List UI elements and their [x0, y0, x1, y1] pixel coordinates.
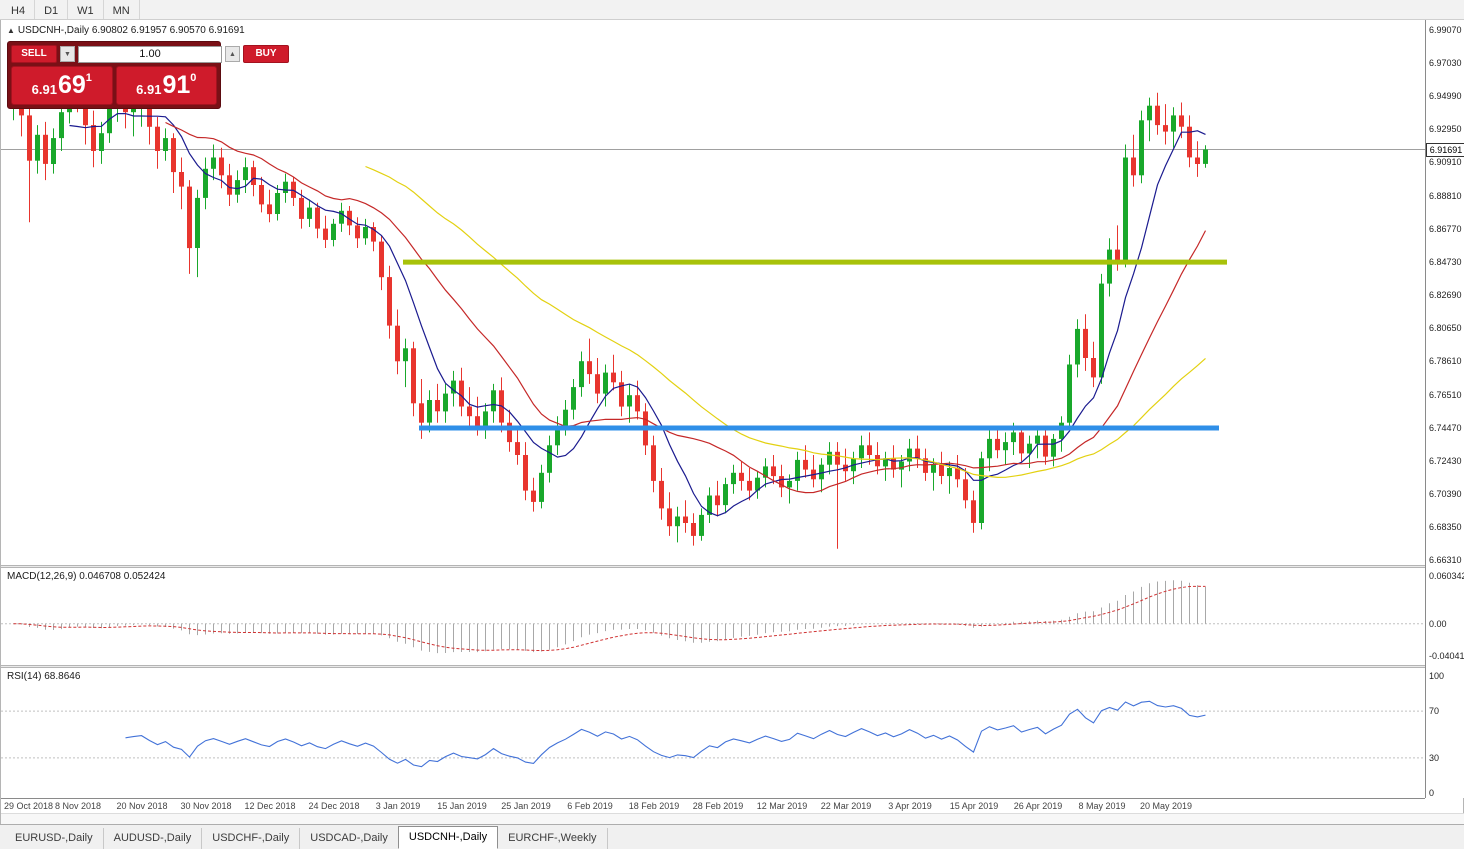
time-axis[interactable]: 29 Oct 2018 8 Nov 2018 20 Nov 2018 30 Nov 2…: [1, 798, 1425, 813]
price-axis[interactable]: 6.99070 6.97030 6.94990 6.92950 6.90910 6.888…: [1425, 20, 1464, 798]
price-axis-label: 6.88810: [1429, 191, 1462, 202]
price-axis-label: 6.94990: [1429, 91, 1462, 102]
date-axis-label: 20 Nov 2018: [116, 801, 168, 811]
timeframe-button-h4[interactable]: H4: [2, 0, 36, 19]
date-axis-label: 3 Apr 2019: [888, 801, 932, 811]
timeframe-button-mn[interactable]: MN: [104, 0, 140, 19]
price-axis-label: 6.78610: [1429, 356, 1462, 367]
date-axis-label: 12 Dec 2018: [244, 801, 296, 811]
date-axis-label: 29 Oct 2018: [4, 801, 54, 811]
pane-divider-rsi[interactable]: [1, 665, 1464, 668]
date-axis-label: 15 Jan 2019: [437, 801, 487, 811]
chart-tab-eurchf-weekly[interactable]: EURCHF-,Weekly: [498, 828, 608, 849]
pane-divider-macd[interactable]: [1, 565, 1464, 568]
date-axis-label: 8 May 2019: [1078, 801, 1126, 811]
timeframe-button-d1[interactable]: D1: [35, 0, 69, 19]
chart-tabbar: EURUSD-,Daily AUDUSD-,Daily USDCHF-,Daily U…: [0, 824, 1464, 849]
date-axis-label: 26 Apr 2019: [1013, 801, 1063, 811]
chart-title: ▲ USDCNH-,Daily 6.90802 6.91957 6.90570 6…: [7, 25, 245, 36]
price-axis-label: 6.86770: [1429, 224, 1462, 235]
rsi-chart: [1, 700, 1425, 768]
date-axis-label: 20 May 2019: [1139, 801, 1193, 811]
timeframe-button-w1[interactable]: W1: [68, 0, 104, 19]
price-axis-label: 6.66310: [1429, 554, 1462, 565]
date-axis-label: 8 Nov 2018: [54, 801, 102, 811]
date-axis-label: 30 Nov 2018: [180, 801, 232, 811]
price-axis-label: 6.92950: [1429, 124, 1462, 135]
date-axis-label: 3 Jan 2019: [375, 801, 421, 811]
macd-chart: [1, 580, 1425, 654]
date-axis-label: 22 Mar 2019: [820, 801, 872, 811]
date-axis-label: 24 Dec 2018: [308, 801, 360, 811]
bid-price-main: 6.91: [31, 82, 57, 97]
horizontal-scrollbar[interactable]: [1, 813, 1464, 824]
ask-price-pip-digit: 0: [190, 72, 197, 84]
chart-window: ▲ USDCNH-,Daily 6.90802 6.91957 6.90570 6…: [0, 20, 1464, 824]
rsi-axis-label: 100: [1429, 671, 1445, 681]
price-axis-label: 6.97030: [1429, 58, 1462, 69]
bid-price-tile[interactable]: 6.91 69 1: [11, 66, 113, 105]
volume-decrease-button[interactable]: ▼: [60, 46, 75, 62]
date-axis-label: 6 Feb 2019: [567, 801, 613, 811]
macd-axis-label: 0.00: [1429, 618, 1447, 629]
price-axis-label: 6.74470: [1429, 423, 1462, 434]
rsi-axis-label: 0: [1429, 788, 1435, 798]
volume-increase-button[interactable]: ▲: [225, 46, 240, 62]
one-click-panel-toggle-icon[interactable]: ▲: [7, 26, 15, 35]
chart-tab-audusd-daily[interactable]: AUDUSD-,Daily: [104, 828, 203, 849]
date-axis-label: 28 Feb 2019: [692, 801, 744, 811]
price-axis-label: 6.99070: [1429, 25, 1462, 36]
date-axis-label: 12 Mar 2019: [756, 801, 808, 811]
price-axis-label: 6.68350: [1429, 521, 1462, 532]
price-axis-label: 6.70390: [1429, 489, 1462, 499]
chart-tab-usdcad-daily[interactable]: USDCAD-,Daily: [300, 828, 399, 849]
price-chart-canvas[interactable]: ▲ USDCNH-,Daily 6.90802 6.91957 6.90570 6…: [1, 20, 1425, 565]
price-axis-label: 6.90910: [1429, 157, 1462, 168]
chart-title-text: USDCNH-,Daily 6.90802 6.91957 6.90570 6.…: [17, 25, 245, 36]
rsi-pane[interactable]: RSI(14) 68.8646: [1, 668, 1425, 798]
price-axis-label: 6.84730: [1429, 257, 1462, 268]
ask-price-tile[interactable]: 6.91 91 0: [115, 66, 217, 105]
price-axis-label: 6.76510: [1429, 390, 1462, 401]
macd-axis-label: 0.060342: [1429, 570, 1464, 581]
chart-tab-usdcnh-daily[interactable]: USDCNH-,Daily: [397, 826, 499, 849]
price-axis-label: 6.72430: [1429, 456, 1462, 466]
bid-price-big-digits: 69: [57, 71, 86, 99]
chart-tab-usdchf-daily[interactable]: USDCHF-,Daily: [202, 828, 301, 849]
rsi-label: RSI(14) 68.8646: [7, 671, 81, 682]
ask-price-main: 6.91: [136, 82, 162, 97]
bid-price-pip-digit: 1: [85, 72, 92, 84]
macd-pane[interactable]: MACD(12,26,9) 0.046708 0.052424: [1, 568, 1425, 665]
price-axis-label: 6.80650: [1429, 323, 1462, 334]
one-click-trading-panel: SELL ▼ ▲ BUY 6.91 69 1 6.91 91 0: [7, 41, 289, 109]
rsi-axis-label: 30: [1429, 752, 1440, 763]
date-axis-label: 25 Jan 2019: [501, 801, 551, 811]
sell-button[interactable]: SELL: [11, 45, 57, 63]
macd-axis-label: -0.040415: [1429, 650, 1464, 661]
chart-tab-eurusd-daily[interactable]: EURUSD-,Daily: [5, 828, 104, 849]
candlestick-chart[interactable]: [1, 20, 1425, 565]
price-axis-label: 6.82690: [1429, 290, 1462, 301]
volume-input[interactable]: [78, 45, 222, 63]
timeframe-toolbar: H4 D1 W1 MN: [0, 0, 1464, 20]
date-axis-label: 18 Feb 2019: [628, 801, 680, 811]
ask-price-big-digits: 91: [162, 71, 191, 99]
buy-button[interactable]: BUY: [243, 45, 289, 63]
macd-label: MACD(12,26,9) 0.046708 0.052424: [7, 571, 166, 582]
rsi-axis-label: 70: [1429, 706, 1440, 717]
date-axis-label: 15 Apr 2019: [949, 801, 999, 811]
current-price-badge: 6.91691: [1426, 143, 1464, 157]
